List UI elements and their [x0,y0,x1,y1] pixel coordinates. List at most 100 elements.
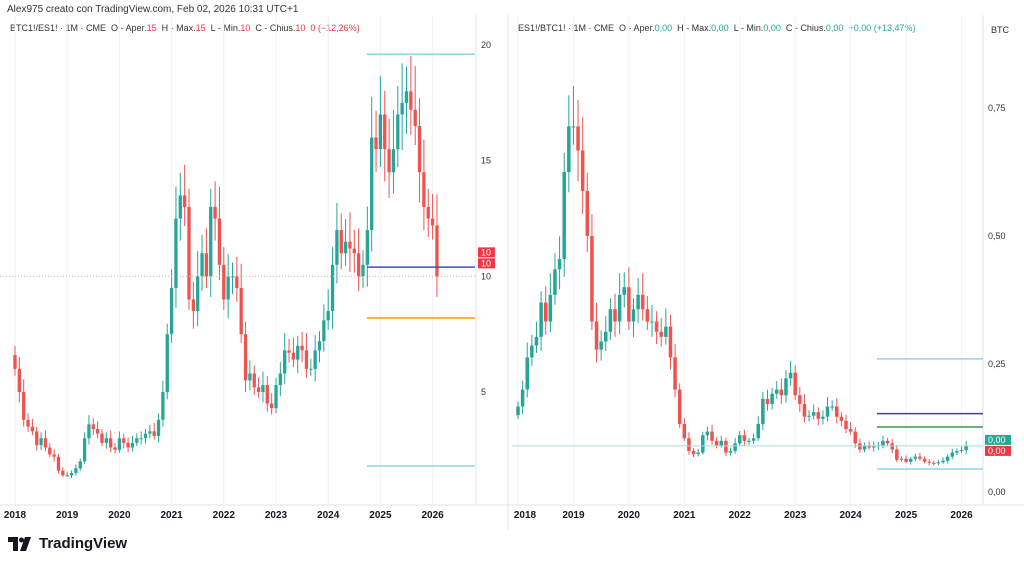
left-candle [78,461,82,469]
right-candle [733,443,737,452]
left-candle [26,419,30,427]
right-candle [580,150,585,191]
right-candle [802,403,807,417]
left-candle [343,241,348,254]
tradingview-logo[interactable]: TradingView [8,535,127,552]
left-candle [400,102,404,115]
left-candle [330,264,335,312]
y-tick-label: 20 [481,40,491,50]
left-candle [335,230,339,265]
right-candle [830,406,834,408]
left-candle [56,456,61,471]
y-tick-label: 0,25 [988,359,1006,369]
left-candle [130,442,135,448]
left-candle [43,438,48,448]
right-symbol[interactable]: ES1!/BTC1! · 1M · CME [518,23,615,33]
right-candle [885,440,890,444]
x-tick-label: 2018 [514,510,537,521]
high-label: H - Max. [677,23,712,33]
left-candle [169,287,174,335]
left-candle [417,126,422,173]
left-candle [126,442,130,448]
left-candle [65,475,69,477]
left-candle [191,299,196,312]
left-candle [404,91,409,103]
left-symbol[interactable]: BTC1!/ES1! · 1M · CME [10,23,107,33]
left-candle [174,218,178,288]
left-candle [109,438,113,448]
x-tick-label: 2019 [562,510,585,521]
right-candle [659,331,663,337]
right-candle [682,423,687,439]
right-candle [691,451,696,455]
left-candle [196,276,200,312]
left-candle [148,431,152,434]
right-candle [728,451,733,453]
right-candle [604,331,608,342]
left-price-label: 10 [481,247,491,257]
right-candle [765,398,770,404]
left-candle [13,354,17,369]
right-candle [779,389,784,396]
right-candle [557,259,562,270]
right-candle [548,294,553,322]
x-tick-label: 2026 [421,510,444,521]
right-price-label-bg [985,434,1011,445]
right-candle [650,321,654,323]
x-tick-label: 2024 [840,510,863,521]
right-candle [784,378,788,396]
left-candle [304,350,309,369]
left-candle [365,230,370,265]
x-tick-label: 2023 [265,510,288,521]
right-candle [835,406,839,417]
left-candle [74,468,78,473]
right-candle [594,321,599,350]
right-candle [613,309,617,322]
right-candle [839,416,844,421]
x-tick-label: 2025 [369,510,392,521]
right-candle [881,440,885,446]
right-candle [654,321,659,332]
left-candle [430,218,435,226]
left-price-label-bg [478,247,495,258]
left-candle [100,433,104,443]
low-value: 10 [240,23,251,33]
left-candle [17,368,22,392]
right-candle [844,420,848,430]
open-value: 15 [146,23,157,33]
right-candle [571,126,576,128]
right-candle [567,126,571,172]
right-candle [936,462,941,464]
right-candle [811,412,816,416]
right-candle [664,326,668,337]
close-value: 0,00 [825,23,844,33]
left-candle [22,392,26,420]
left-candle [165,334,169,392]
left-price-label: 10 [481,258,491,268]
charts-canvas[interactable]: 2018 2019 2020 2021 2022 2023 2024 2025 2026 20 15… [0,0,1024,530]
left-candle [135,438,139,443]
left-candle [69,472,74,476]
right-candle [904,458,908,462]
left-candle [391,149,396,173]
left-candle [61,470,65,476]
right-candle [761,398,765,424]
left-candle [204,253,209,277]
right-candle [668,326,673,358]
left-candle [370,137,374,231]
x-tick-label: 2023 [784,510,807,521]
left-candle [426,206,430,219]
right-candle [520,389,525,407]
left-candle [139,438,143,440]
left-candle [396,114,400,150]
right-candle [862,445,867,450]
y-tick-label: 0,50 [988,231,1006,241]
left-candle [291,352,296,360]
open-label: O - Aper. [111,23,147,33]
right-candle [793,372,797,396]
right-candle [640,294,645,310]
left-candle [352,248,356,254]
y-tick-label: 0,00 [988,487,1006,497]
tradingview-logo-icon [8,536,31,551]
right-candle [816,412,821,419]
